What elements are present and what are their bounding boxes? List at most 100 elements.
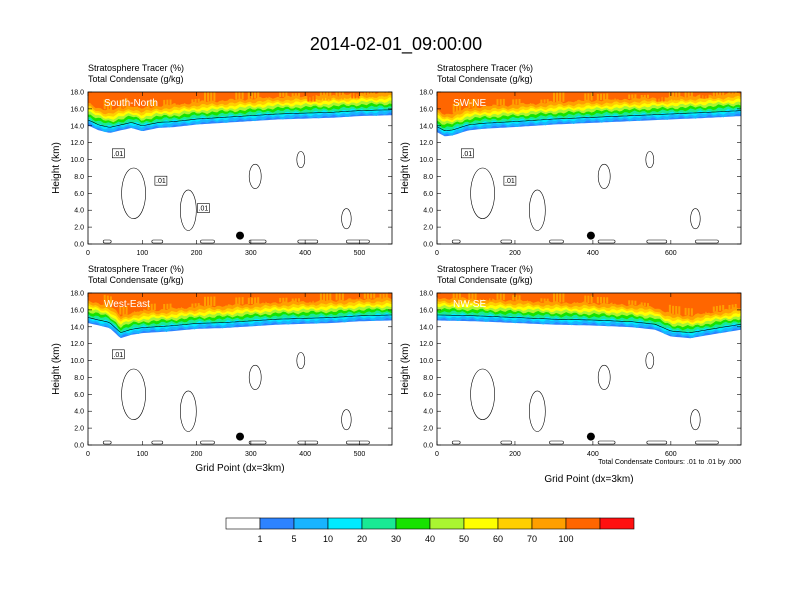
tracer-streak xyxy=(499,293,502,300)
tracer-streak xyxy=(574,92,577,102)
x-axis-label: Grid Point (dx=3km) xyxy=(544,474,633,485)
tracer-streak xyxy=(452,103,455,114)
x-tick-label: 500 xyxy=(354,250,366,257)
tracer-streak xyxy=(269,92,272,98)
colorbar-swatch xyxy=(463,517,499,530)
tracer-streak xyxy=(675,92,678,101)
condensate-contour xyxy=(437,110,741,132)
condensate-contour xyxy=(690,409,701,431)
tracer-streak xyxy=(323,92,326,101)
tracer-streak xyxy=(596,296,599,304)
panel-west-east: Stratosphere Tracer (%)Total Condensate … xyxy=(51,264,393,474)
x-tick-label: 400 xyxy=(587,451,599,458)
tracer-streak xyxy=(715,306,718,312)
condensate-contour xyxy=(102,440,112,445)
tracer-streak xyxy=(440,294,443,299)
tracer-streak xyxy=(562,293,565,303)
tracer-streak xyxy=(640,95,643,99)
colorbar-label: 10 xyxy=(323,534,333,544)
tracer-streak xyxy=(313,293,316,303)
y-axis-label: Height (km) xyxy=(400,142,411,194)
tracer-streak xyxy=(135,99,137,107)
tracer-streak xyxy=(527,99,530,104)
tracer-streak xyxy=(662,301,665,311)
tracer-streak xyxy=(366,92,369,98)
x-tick-label: 0 xyxy=(435,250,439,257)
tracer-streak xyxy=(354,92,357,99)
tracer-streak xyxy=(484,98,486,107)
tracer-streak xyxy=(587,93,590,101)
tracer-streak xyxy=(163,304,166,310)
tracer-streak xyxy=(88,99,90,103)
condensate-contour xyxy=(646,440,668,445)
condensate-contour xyxy=(121,167,146,219)
colorbar-label: 1 xyxy=(257,534,262,544)
tracer-streak xyxy=(247,92,250,99)
tracer-streak xyxy=(178,303,181,309)
tracer-streak xyxy=(370,293,373,299)
tracer-streak xyxy=(282,92,285,97)
tracer-streak xyxy=(659,299,662,310)
tracer-streak xyxy=(590,295,593,304)
tracer-streak xyxy=(668,92,671,101)
tracer-streak xyxy=(103,294,106,305)
tracer-streak xyxy=(496,293,499,300)
y-tick-label: 0.0 xyxy=(74,443,84,450)
tracer-streak xyxy=(571,294,574,303)
y-tick-label: 16.0 xyxy=(70,106,84,113)
panel-subtitle-tracer: Stratosphere Tracer (%) xyxy=(88,63,184,73)
tracer-streak xyxy=(147,101,150,108)
tracer-streak xyxy=(643,94,646,99)
condensate-contour xyxy=(248,239,267,244)
tracer-streak xyxy=(687,92,690,100)
tracer-streak xyxy=(323,293,326,302)
panel-subtitle-tracer: Stratosphere Tracer (%) xyxy=(437,63,533,73)
tracer-streak xyxy=(568,294,571,303)
contour-label-box xyxy=(112,349,125,360)
tracer-streak xyxy=(480,99,483,107)
tracer-streak xyxy=(719,92,722,98)
x-tick-label: 300 xyxy=(245,250,257,257)
tracer-streak xyxy=(534,297,537,302)
tracer-streak xyxy=(719,305,722,311)
tracer-streak xyxy=(150,100,153,108)
tracer-streak xyxy=(153,100,156,107)
tracer-streak xyxy=(119,306,122,315)
panel-label: South-North xyxy=(104,98,158,109)
x-tick-label: 400 xyxy=(587,250,599,257)
tracer-streak xyxy=(138,303,141,312)
tracer-streak xyxy=(169,303,172,309)
tracer-streak xyxy=(94,102,97,106)
colorbar-swatch xyxy=(599,517,635,530)
tracer-streak xyxy=(207,296,210,307)
colorbar-swatch xyxy=(497,517,533,530)
tracer-streak xyxy=(379,92,382,97)
tracer-streak xyxy=(313,92,316,102)
x-tick-label: 200 xyxy=(191,250,203,257)
y-tick-label: 2.0 xyxy=(423,426,433,433)
tracer-streak xyxy=(319,92,322,101)
tracer-streak xyxy=(263,92,266,98)
tracer-streak xyxy=(241,297,244,305)
x-tick-label: 400 xyxy=(299,250,311,257)
tracer-streak xyxy=(257,92,260,99)
panel-subtitle-condensate: Total Condensate (g/kg) xyxy=(88,74,184,84)
y-tick-label: 12.0 xyxy=(419,341,433,348)
y-tick-label: 12.0 xyxy=(419,140,433,147)
tracer-streak xyxy=(382,293,385,299)
tracer-streak xyxy=(706,306,709,313)
condensate-contour xyxy=(248,163,262,189)
tracer-streak xyxy=(338,293,341,301)
colorbar-swatch xyxy=(531,517,567,530)
tracer-streak xyxy=(294,298,297,302)
condensate-contour xyxy=(151,239,164,244)
condensate-contour xyxy=(470,167,495,219)
tracer-streak xyxy=(366,293,369,299)
tracer-streak xyxy=(122,99,125,108)
condensate-contour xyxy=(248,364,262,390)
tracer-streak xyxy=(125,305,128,315)
tracer-streak xyxy=(728,305,731,310)
colorbar-swatch xyxy=(225,517,261,530)
tracer-streak xyxy=(684,92,687,100)
tracer-streak xyxy=(546,99,549,103)
